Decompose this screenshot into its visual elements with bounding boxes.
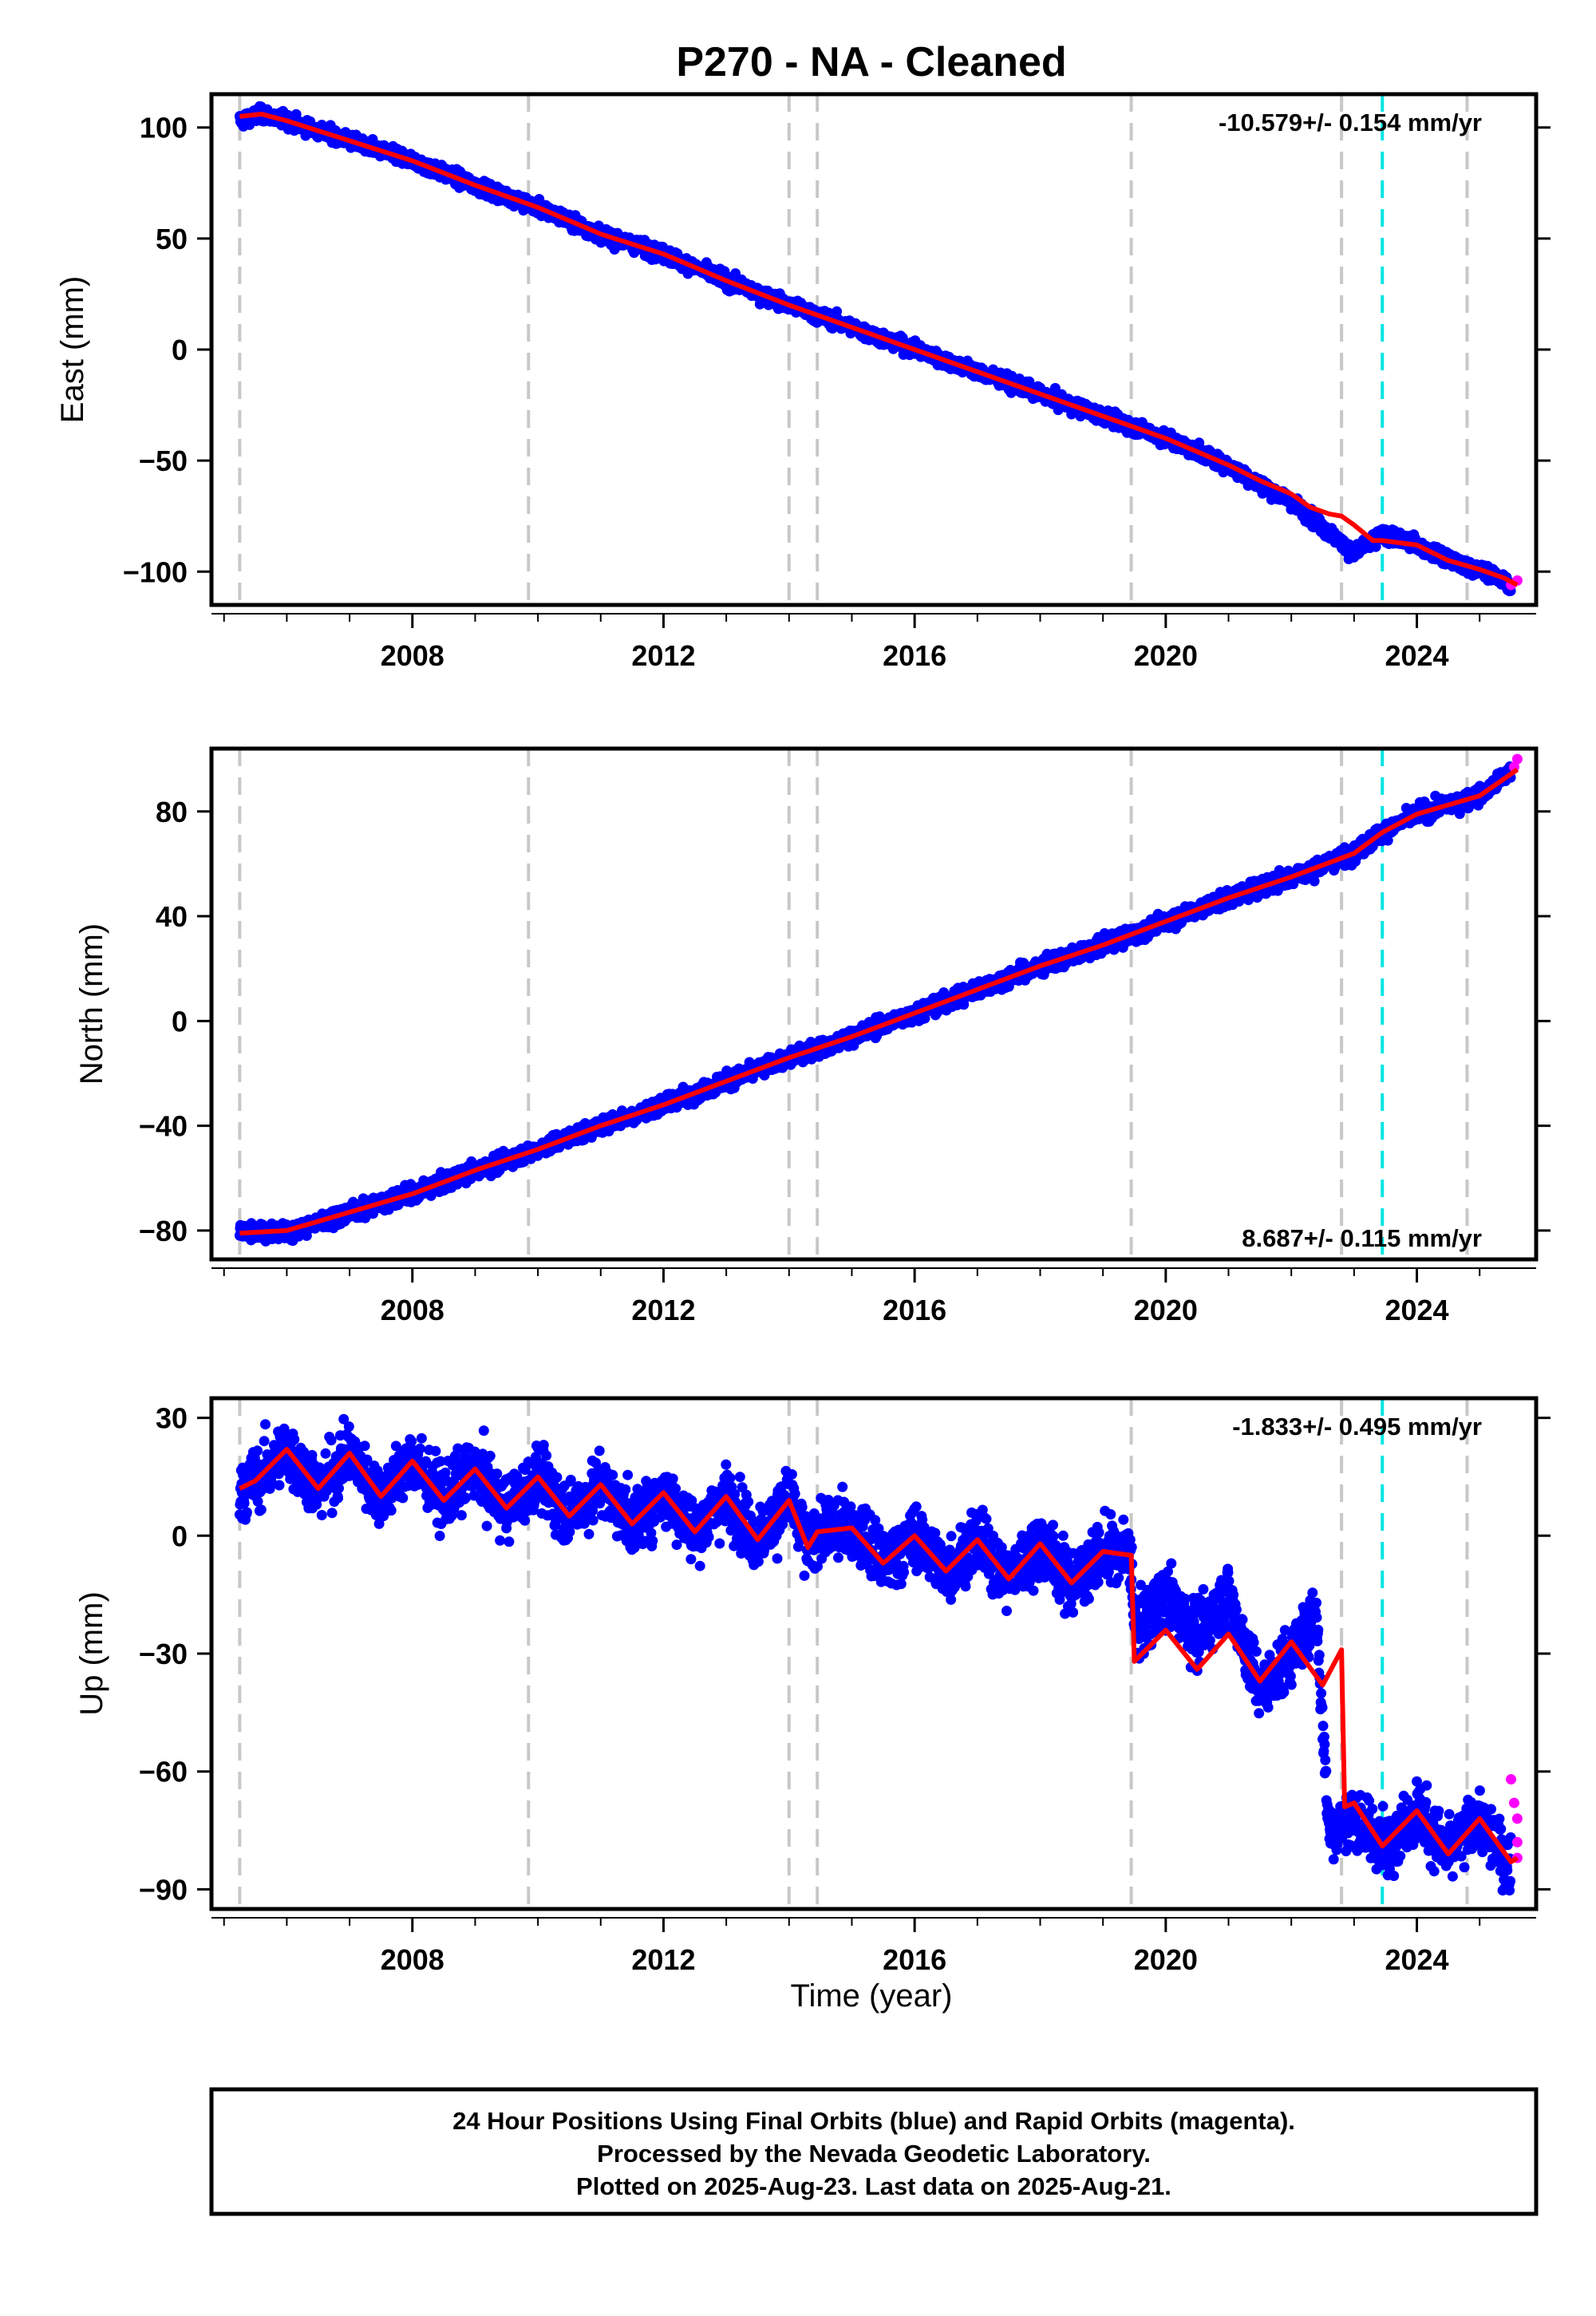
east-xtick-label-1: 2012 bbox=[631, 639, 695, 672]
east-ytick-label-4: −100 bbox=[123, 555, 188, 588]
east-ytick-label-2: 0 bbox=[172, 334, 188, 366]
east-ytick-label-1: 50 bbox=[156, 223, 188, 255]
east-xtick-label-4: 2024 bbox=[1385, 639, 1448, 672]
east-xtick-label-3: 2020 bbox=[1134, 639, 1198, 672]
east-xtick-label-0: 2008 bbox=[381, 639, 444, 672]
east-xtick-label-2: 2016 bbox=[883, 639, 946, 672]
east-rate-label: -10.579+/- 0.154 mm/yr bbox=[1219, 109, 1482, 136]
east-ytick-label-0: 100 bbox=[140, 112, 188, 144]
east-y-axis-title: East (mm) bbox=[55, 276, 90, 423]
east-final-point bbox=[832, 306, 843, 317]
east-model-line bbox=[239, 112, 1519, 587]
figure-title: P270 - NA - Cleaned bbox=[676, 39, 1066, 85]
east-plot-area bbox=[234, 101, 1523, 597]
north-plot-area bbox=[234, 753, 1523, 1247]
east-ytick-label-3: −50 bbox=[139, 445, 188, 477]
east-panel: 100 50 0 −50 −100 2008 2012 2016 2020 2024 East (m… bbox=[55, 92, 1551, 672]
